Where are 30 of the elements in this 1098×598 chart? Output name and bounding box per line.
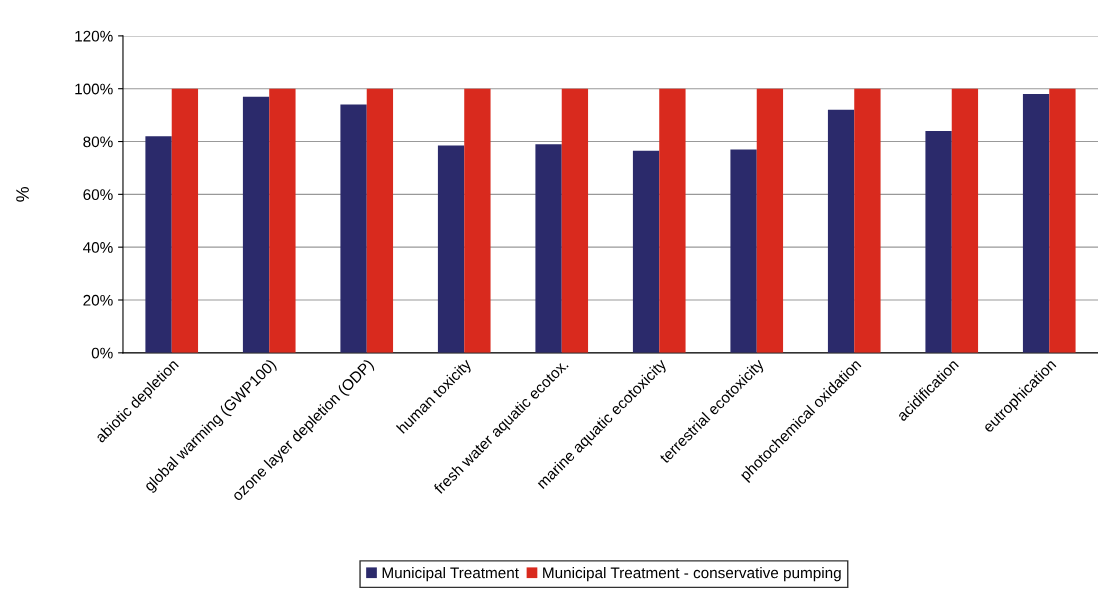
bar xyxy=(1022,93,1050,353)
legend-label: Municipal Treatment xyxy=(382,567,519,582)
bar xyxy=(171,88,199,353)
y-tick-label: 120% xyxy=(75,30,113,42)
y-tick-label: 100% xyxy=(75,83,113,95)
bar xyxy=(340,104,367,353)
y-tick-label: 40% xyxy=(83,242,113,253)
bar xyxy=(730,149,757,353)
y-tick-label: 20% xyxy=(83,294,113,306)
bar xyxy=(951,88,979,353)
bar xyxy=(464,88,491,353)
bar xyxy=(366,88,394,353)
bar xyxy=(561,88,589,353)
bar xyxy=(632,150,660,353)
bar xyxy=(756,88,784,353)
bar xyxy=(854,88,881,353)
y-axis-title: % xyxy=(16,186,29,202)
bar xyxy=(1049,88,1076,353)
bar xyxy=(659,88,686,353)
legend-label: Municipal Treatment - conservative pumping xyxy=(543,567,841,582)
bar xyxy=(437,145,465,353)
bar xyxy=(535,144,562,353)
y-tick-label: 60% xyxy=(83,189,113,201)
bar xyxy=(242,96,270,353)
y-tick-label: 80% xyxy=(83,136,113,148)
y-tick-label: 0% xyxy=(91,347,113,359)
bar xyxy=(145,136,172,353)
bar xyxy=(827,109,855,353)
bar xyxy=(925,130,952,353)
bar xyxy=(269,88,296,353)
